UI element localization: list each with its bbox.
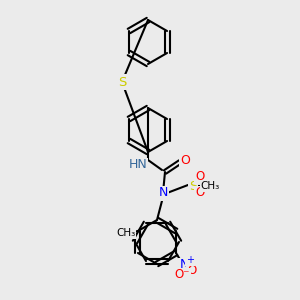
Text: CH₃: CH₃: [116, 228, 136, 238]
Text: O: O: [195, 170, 205, 184]
Text: O: O: [188, 263, 197, 277]
Text: N: N: [158, 187, 168, 200]
Text: S: S: [118, 76, 126, 88]
Text: +: +: [186, 255, 194, 265]
Text: CH₃: CH₃: [200, 181, 220, 191]
Text: O: O: [180, 154, 190, 166]
Text: O⁻: O⁻: [174, 268, 190, 281]
Text: HN: HN: [129, 158, 147, 172]
Text: O: O: [195, 187, 205, 200]
Text: N: N: [179, 259, 189, 272]
Text: S: S: [189, 179, 197, 193]
